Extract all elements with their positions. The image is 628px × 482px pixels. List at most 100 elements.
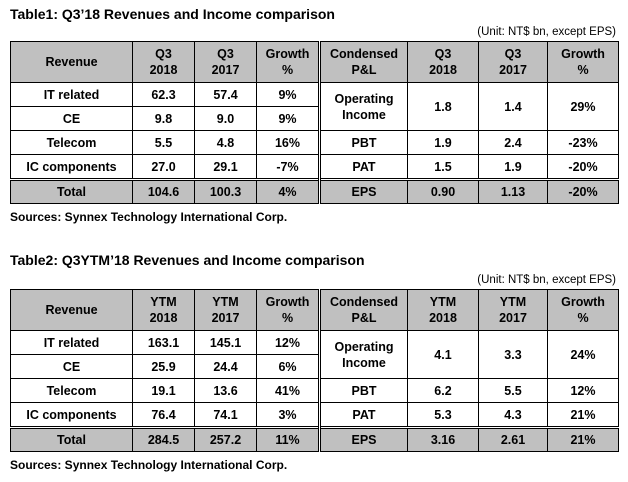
growth-value: 6% bbox=[256, 354, 320, 379]
table-row: IT related 62.3 57.4 9% Operating Income … bbox=[10, 82, 619, 131]
value-2017: 74.1 bbox=[194, 402, 257, 428]
pl-value-2018: 1.5 bbox=[407, 154, 479, 180]
pl-growth-value: 21% bbox=[547, 402, 619, 428]
revenue-name: CE bbox=[10, 354, 133, 379]
value-2018: 5.5 bbox=[132, 130, 195, 155]
growth-value: 16% bbox=[256, 130, 320, 155]
eps-2018: 3.16 bbox=[407, 426, 479, 452]
growth-value: 9% bbox=[256, 106, 320, 131]
pl-name: Operating Income bbox=[318, 82, 408, 131]
pl-name: PAT bbox=[318, 402, 408, 428]
condensed-pl-header: Condensed P&L bbox=[318, 41, 408, 83]
pl-value-2018: 6.2 bbox=[407, 378, 479, 403]
revenue-name: IC components bbox=[10, 402, 133, 428]
revenue-name: IC components bbox=[10, 154, 133, 180]
total-2018: 284.5 bbox=[132, 426, 195, 452]
eps-growth: -20% bbox=[547, 178, 619, 204]
revenue-header: Revenue bbox=[10, 289, 133, 331]
pl-growth-value: -20% bbox=[547, 154, 619, 180]
value-2017: 9.0 bbox=[194, 106, 257, 131]
eps-label: EPS bbox=[318, 426, 408, 452]
pl-growth-value: 24% bbox=[547, 330, 619, 379]
pl-value-2017: 3.3 bbox=[478, 330, 548, 379]
pl-value-2017: 5.5 bbox=[478, 378, 548, 403]
pl-col-ytm-2017-header: YTM 2017 bbox=[478, 289, 548, 331]
table1-header-row: Revenue Q3 2018 Q3 2017 Growth% Condensed P… bbox=[10, 41, 619, 83]
value-2018: 25.9 bbox=[132, 354, 195, 379]
pl-col-q3-2018-header: Q3 2018 bbox=[407, 41, 479, 83]
value-2017: 57.4 bbox=[194, 82, 257, 107]
pl-value-2018: 1.9 bbox=[407, 130, 479, 155]
table2-source: Sources: Synnex Technology International… bbox=[10, 458, 288, 472]
revenue-name: Telecom bbox=[10, 378, 133, 403]
value-2018: 9.8 bbox=[132, 106, 195, 131]
pl-col-growth-header: Growth% bbox=[547, 289, 619, 331]
pl-name: PBT bbox=[318, 378, 408, 403]
table-row: Telecom 5.5 4.8 16% PBT 1.9 2.4 -23% bbox=[10, 130, 619, 155]
growth-value: -7% bbox=[256, 154, 320, 180]
total-label: Total bbox=[10, 426, 133, 452]
table2-title: Table2: Q3YTM’18 Revenues and Income com… bbox=[10, 252, 365, 268]
table1-source: Sources: Synnex Technology International… bbox=[10, 210, 288, 224]
total-label: Total bbox=[10, 178, 133, 204]
col-q3-2018-header: Q3 2018 bbox=[132, 41, 195, 83]
table-row: CE 9.8 9.0 9% bbox=[10, 106, 619, 131]
value-2017: 29.1 bbox=[194, 154, 257, 180]
table-row: IC components 27.0 29.1 -7% PAT 1.5 1.9 … bbox=[10, 154, 619, 180]
col-growth-header: Growth% bbox=[256, 289, 320, 331]
revenue-name: IT related bbox=[10, 82, 133, 107]
eps-2017: 1.13 bbox=[478, 178, 548, 204]
table-row: IT related 163.1 145.1 12% Operating Inco… bbox=[10, 330, 619, 379]
total-2018: 104.6 bbox=[132, 178, 195, 204]
pl-value-2018: 5.3 bbox=[407, 402, 479, 428]
value-2018: 163.1 bbox=[132, 330, 195, 355]
value-2018: 19.1 bbox=[132, 378, 195, 403]
value-2017: 4.8 bbox=[194, 130, 257, 155]
col-ytm-2017-header: YTM 2017 bbox=[194, 289, 257, 331]
growth-value: 12% bbox=[256, 330, 320, 355]
pl-growth-value: 12% bbox=[547, 378, 619, 403]
eps-2017: 2.61 bbox=[478, 426, 548, 452]
growth-value: 9% bbox=[256, 82, 320, 107]
table2: Revenue YTM 2018 YTM 2017 Growth% Condense… bbox=[10, 289, 619, 452]
col-growth-header: Growth% bbox=[256, 41, 320, 83]
total-growth: 11% bbox=[256, 426, 320, 452]
table2-header-row: Revenue YTM 2018 YTM 2017 Growth% Condense… bbox=[10, 289, 619, 331]
table2-unit-note: (Unit: NT$ bn, except EPS) bbox=[477, 274, 616, 286]
pl-growth-value: 29% bbox=[547, 82, 619, 131]
total-2017: 257.2 bbox=[194, 426, 257, 452]
growth-value: 3% bbox=[256, 402, 320, 428]
col-ytm-2018-header: YTM 2018 bbox=[132, 289, 195, 331]
revenue-header: Revenue bbox=[10, 41, 133, 83]
table-row: CE 25.9 24.4 6% bbox=[10, 354, 619, 379]
growth-value: 41% bbox=[256, 378, 320, 403]
pl-value-2017: 1.9 bbox=[478, 154, 548, 180]
value-2018: 62.3 bbox=[132, 82, 195, 107]
pl-name: PBT bbox=[318, 130, 408, 155]
pl-value-2018: 4.1 bbox=[407, 330, 479, 379]
table2-total-row: Total 284.5 257.2 11% EPS 3.16 2.61 21% bbox=[10, 426, 619, 452]
pl-growth-value: -23% bbox=[547, 130, 619, 155]
pl-value-2017: 2.4 bbox=[478, 130, 548, 155]
revenue-name: CE bbox=[10, 106, 133, 131]
pl-name: Operating Income bbox=[318, 330, 408, 379]
pl-col-growth-header: Growth% bbox=[547, 41, 619, 83]
condensed-pl-header: Condensed P&L bbox=[318, 289, 408, 331]
pl-value-2017: 4.3 bbox=[478, 402, 548, 428]
table-row: IC components 76.4 74.1 3% PAT 5.3 4.3 2… bbox=[10, 402, 619, 428]
pl-name: PAT bbox=[318, 154, 408, 180]
pl-col-q3-2017-header: Q3 2017 bbox=[478, 41, 548, 83]
table1: Revenue Q3 2018 Q3 2017 Growth% Condensed P… bbox=[10, 41, 619, 204]
revenue-name: Telecom bbox=[10, 130, 133, 155]
eps-label: EPS bbox=[318, 178, 408, 204]
col-q3-2017-header: Q3 2017 bbox=[194, 41, 257, 83]
table1-title: Table1: Q3’18 Revenues and Income compar… bbox=[10, 6, 335, 22]
eps-growth: 21% bbox=[547, 426, 619, 452]
pl-col-ytm-2018-header: YTM 2018 bbox=[407, 289, 479, 331]
value-2017: 24.4 bbox=[194, 354, 257, 379]
table1-total-row: Total 104.6 100.3 4% EPS 0.90 1.13 -20% bbox=[10, 178, 619, 204]
value-2017: 13.6 bbox=[194, 378, 257, 403]
eps-2018: 0.90 bbox=[407, 178, 479, 204]
pl-value-2018: 1.8 bbox=[407, 82, 479, 131]
revenue-name: IT related bbox=[10, 330, 133, 355]
